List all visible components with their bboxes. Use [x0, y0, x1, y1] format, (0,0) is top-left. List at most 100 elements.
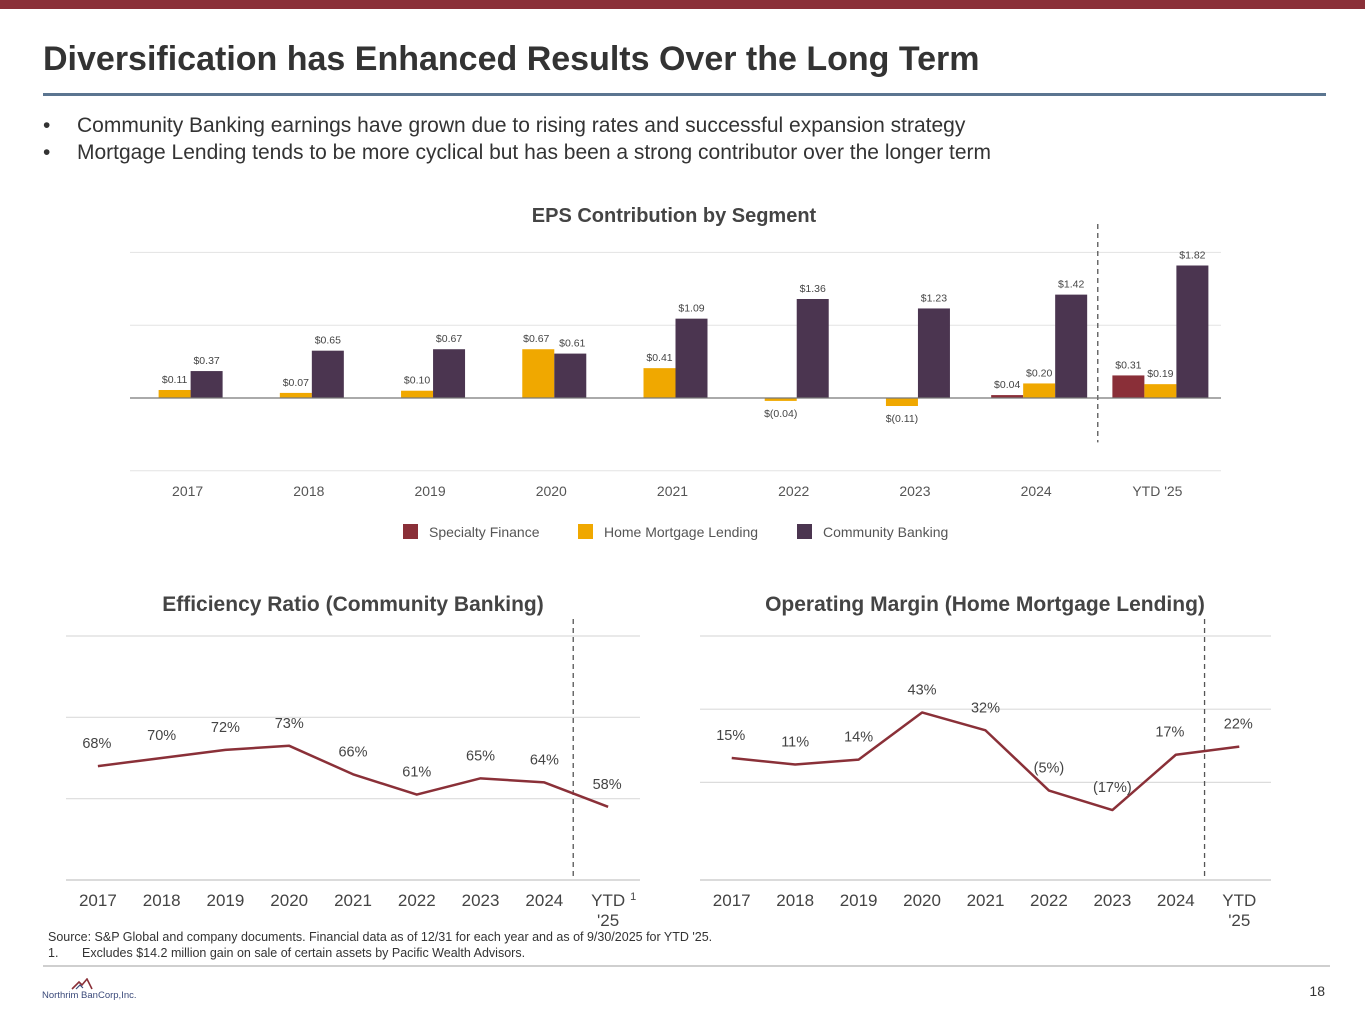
data-label: $1.42 [1058, 279, 1084, 291]
bar [991, 395, 1024, 398]
x-tick-label: 2021 [657, 483, 688, 499]
data-label: 64% [530, 752, 559, 768]
x-tick-label: 2020 [536, 483, 567, 499]
data-label: 73% [275, 716, 304, 732]
data-label: 15% [716, 728, 745, 744]
x-tick-label: 2020 [270, 891, 308, 910]
source-line: Source: S&P Global and company documents… [48, 930, 713, 944]
bar [885, 398, 918, 407]
legend-swatch [797, 524, 812, 539]
x-tick-label: YTD '25 [1132, 483, 1182, 499]
data-label: $0.31 [1115, 359, 1141, 371]
bullet-item: • Community Banking earnings have grown d… [43, 112, 991, 139]
bullet-item: • Mortgage Lending tends to be more cycli… [43, 139, 991, 166]
data-label: $0.11 [162, 374, 188, 386]
x-tick-label: YTD [1222, 891, 1256, 910]
title-underline [43, 93, 1326, 96]
x-tick-label: '25 [1228, 911, 1250, 930]
bar [643, 368, 676, 398]
data-label: $0.61 [559, 338, 585, 350]
bar [190, 371, 223, 398]
bullet-dot: • [43, 114, 51, 137]
x-tick-label: 2023 [1093, 891, 1131, 910]
x-tick-label: 2023 [899, 483, 930, 499]
page-number: 18 [1309, 983, 1325, 999]
data-label: $0.04 [994, 379, 1020, 391]
x-tick-label: 2024 [1021, 483, 1052, 499]
legend-label: Specialty Finance [429, 524, 540, 540]
x-tick-label: 2024 [525, 891, 563, 910]
x-tick-label: 2019 [840, 891, 878, 910]
x-tick-label: YTD [591, 891, 625, 910]
data-label: $0.37 [193, 355, 219, 367]
data-label: $0.67 [436, 333, 462, 345]
data-label: (5%) [1034, 761, 1065, 777]
x-tick-label: 2019 [414, 483, 445, 499]
series-line [731, 711, 1240, 812]
data-label: 72% [211, 720, 240, 736]
x-tick-label: 2017 [713, 891, 751, 910]
data-label: 58% [593, 777, 622, 793]
data-label: $1.09 [678, 303, 704, 315]
x-tick-label: 2022 [1030, 891, 1068, 910]
bullet-text: Community Banking earnings have grown du… [77, 114, 966, 137]
bar [1176, 265, 1209, 398]
chart-title: Efficiency Ratio (Community Banking) [162, 593, 544, 616]
bar [1112, 375, 1145, 398]
eps-contribution-chart: EPS Contribution by Segment $0.11 $0.37 201… [130, 205, 1221, 540]
operating-margin-chart: Operating Margin (Home Mortgage Lending)… [700, 593, 1271, 930]
data-label: $(0.04) [764, 408, 797, 420]
data-label: $0.20 [1026, 367, 1052, 379]
bar [1023, 383, 1056, 398]
bullet-dot: • [43, 141, 51, 164]
bullet-text: Mortgage Lending tends to be more cyclic… [77, 141, 992, 164]
legend-label: Community Banking [823, 524, 948, 540]
footnote-text: Excludes $14.2 million gain on sale of c… [82, 946, 526, 960]
footnote-number: 1. [48, 946, 59, 960]
bar [764, 398, 797, 401]
data-label: $0.67 [523, 333, 549, 345]
legend-swatch [578, 524, 593, 539]
mountain-logo-icon [71, 978, 93, 990]
data-label: $1.23 [921, 292, 947, 304]
data-label: 61% [402, 765, 431, 781]
footnote-marker: 1 [630, 891, 636, 903]
footer-rule [43, 965, 1330, 967]
bar [522, 349, 555, 398]
x-tick-label: 2024 [1157, 891, 1195, 910]
efficiency-ratio-chart: Efficiency Ratio (Community Banking) 68% 7… [66, 593, 640, 930]
bar [401, 390, 434, 398]
data-label: $0.41 [646, 352, 672, 364]
x-tick-label: 2018 [143, 891, 181, 910]
data-label: 22% [1224, 717, 1253, 733]
top-accent-bar [0, 0, 1365, 9]
data-label: $0.07 [283, 377, 309, 389]
x-tick-label: 2021 [967, 891, 1005, 910]
x-tick-label: 2018 [776, 891, 814, 910]
data-label: (17%) [1093, 780, 1132, 796]
data-label: 11% [781, 735, 809, 751]
data-label: 17% [1155, 725, 1184, 741]
x-tick-label: 2021 [334, 891, 372, 910]
bar [917, 308, 950, 398]
data-label: $0.10 [404, 375, 430, 387]
legend-swatch [403, 524, 418, 539]
bar [675, 318, 708, 398]
x-tick-label: 2023 [462, 891, 500, 910]
logo-text: Northrim BanCorp,Inc. [42, 990, 137, 1001]
bar [433, 349, 466, 398]
bar [554, 353, 587, 398]
x-tick-label: 2018 [293, 483, 324, 499]
data-label: 68% [82, 736, 111, 752]
data-label: 66% [338, 744, 367, 760]
company-logo: Northrim BanCorp,Inc. [42, 978, 152, 1004]
bar [311, 350, 344, 398]
x-tick-label: 2019 [207, 891, 245, 910]
bar [1055, 294, 1088, 398]
data-label: $1.82 [1179, 250, 1205, 262]
data-label: 70% [147, 728, 176, 744]
x-tick-label: '25 [597, 911, 619, 930]
x-tick-label: 2017 [172, 483, 203, 499]
legend-label: Home Mortgage Lending [604, 524, 758, 540]
data-label: 32% [971, 700, 1000, 716]
